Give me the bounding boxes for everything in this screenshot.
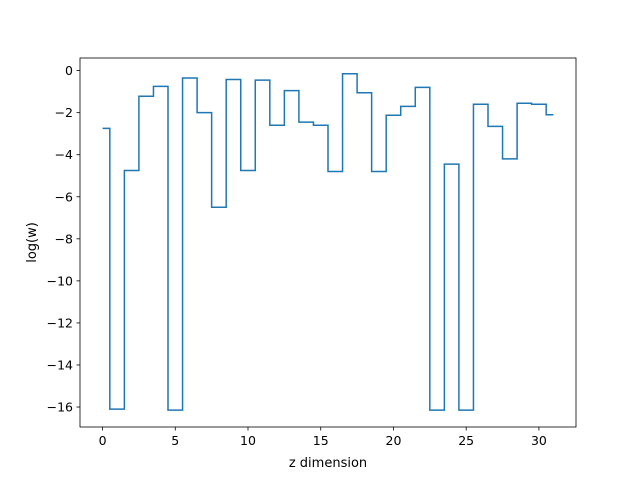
x-tick-label: 20 xyxy=(386,433,402,448)
y-tick-label: −16 xyxy=(47,400,73,415)
x-tick-label: 25 xyxy=(458,433,474,448)
y-axis-label: log(w) xyxy=(25,222,40,263)
y-tick-label: −10 xyxy=(47,273,73,288)
y-tick-label: −2 xyxy=(55,105,73,120)
y-tick-label: −6 xyxy=(55,189,73,204)
axis-ticks: 0 5 10 15 20 25 30 0 −2 −4 −6 −8 −10 −12 −14 −16 xyxy=(47,63,547,448)
plot-area xyxy=(80,58,576,427)
y-tick-label: −4 xyxy=(55,147,73,162)
y-tick-label: −8 xyxy=(55,231,73,246)
y-tick-label: −14 xyxy=(47,357,73,372)
y-tick-label: 0 xyxy=(65,63,73,78)
x-tick-label: 5 xyxy=(171,433,179,448)
x-tick-label: 10 xyxy=(240,433,256,448)
x-tick-label: 15 xyxy=(313,433,329,448)
x-tick-label: 0 xyxy=(99,433,107,448)
x-tick-label: 30 xyxy=(531,433,547,448)
x-axis-label: z dimension xyxy=(289,456,367,471)
series-step-line xyxy=(102,73,554,411)
y-tick-label: −12 xyxy=(47,315,73,330)
plot-frame xyxy=(79,57,577,428)
